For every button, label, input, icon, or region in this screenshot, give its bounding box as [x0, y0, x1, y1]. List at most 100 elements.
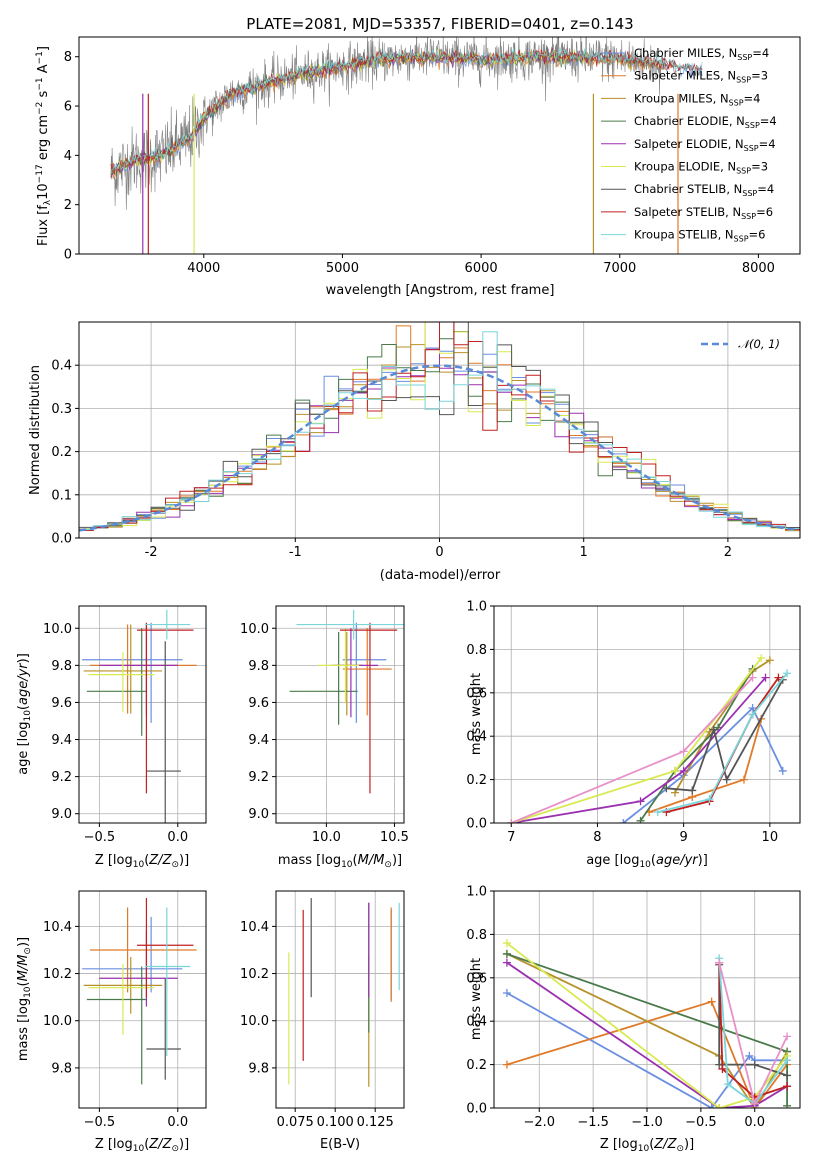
massweight-vs-age-series-line: [510, 676, 754, 823]
massweight-vs-age-axes: 7 8 9 10 0.0 0.2 0.4 0.6 0.8 1.0: [466, 600, 778, 846]
normal-distribution-curve: [79, 364, 798, 532]
massweight-vs-age-ytick-label: 0.6: [466, 686, 487, 701]
massweight-vs-Z-axes: −2.0 −1.5 −1.0 −0.5 0.0 0.0 0.2 0.4 0.6 0.8 1.0: [466, 885, 765, 1131]
legend-entry-label: Chabrier MILES, NSSP=4: [634, 46, 769, 62]
svg-text:age [log10(age/yr)]: age [log10(age/yr)]: [16, 653, 33, 775]
model-spectrum-line: [110, 47, 703, 172]
massweight-vs-age-point-marker: [662, 784, 671, 793]
massweight-vs-Z-xtick-label: −1.0: [631, 1115, 663, 1130]
massweight-vs-Z-xtick-label: 0.0: [744, 1115, 765, 1130]
legend-entry-label: Kroupa ELODIE, NSSP=3: [634, 160, 768, 176]
massweight-vs-Z-point-marker: [502, 1060, 511, 1069]
massweight-vs-age-point-marker: [722, 775, 731, 784]
mass-vs-Z-xtick-label: −0.5: [84, 1115, 116, 1130]
age-vs-Z-ytick-label: 9.0: [51, 807, 72, 822]
massweight-vs-Z-xtick-label: −2.0: [523, 1115, 555, 1130]
age-vs-Z-panel: −0.5 0.0 9.0 9.2 9.4 9.6 9.8 10.0 Z [log10(Z/Z⊙…: [16, 605, 207, 870]
age-vs-mass-ytick-label: 9.2: [248, 770, 269, 785]
massweight-vs-age-ytick-label: 0.0: [466, 817, 487, 832]
svg-text:Flux [fλ10−17 erg cm−2 s−1 A−1: Flux [fλ10−17 erg cm−2 s−1 A−1]: [35, 46, 53, 246]
massweight-vs-Z-series-line: [506, 942, 788, 1108]
figure-title: PLATE=2081, MJD=53357, FIBERID=0401, z=0…: [246, 15, 633, 33]
massweight-vs-Z-point-marker: [750, 1060, 759, 1069]
massweight-vs-age-point-marker: [783, 669, 792, 678]
massweight-vs-Z-point-marker: [502, 958, 511, 967]
massweight-vs-age-plot-area: [494, 606, 800, 823]
residuals-xtick-label: 0: [435, 545, 443, 560]
residual-histogram-series: [79, 331, 800, 531]
massweight-vs-age-frame: [493, 605, 801, 824]
mass-vs-ebv-xtick-label: 0.125: [357, 1115, 394, 1130]
legend-entry-label: Salpeter ELODIE, NSSP=4: [634, 137, 776, 153]
massweight-vs-age-point-marker: [688, 786, 697, 795]
age-vs-mass-ytick-label: 10.0: [240, 622, 269, 637]
residuals-xtick-label: -1: [289, 545, 302, 560]
massweight-vs-Z-ytick-label: 0.0: [466, 1102, 487, 1117]
massweight-vs-Z-point-marker: [783, 1032, 792, 1041]
mass-vs-ebv-xlabel: E(B-V): [320, 1137, 360, 1152]
massweight-vs-Z-point-marker: [723, 1080, 732, 1089]
residuals-xtick-label: 1: [580, 545, 588, 560]
legend-entry-label: Kroupa STELIB, NSSP=6: [634, 228, 765, 244]
mass-vs-Z-axes: −0.5 0.0 9.8 10.0 10.2 10.4: [43, 920, 188, 1130]
mass-vs-ebv-frame: [275, 890, 405, 1109]
spectrum-xtick-label: 8000: [742, 261, 775, 276]
residuals-panel: -2 -1 0 1 2 0.0 0.1 0.2 0.3 0.4 (data-model)/erro…: [28, 321, 801, 583]
mass-vs-Z-plot-area: [79, 891, 206, 1108]
massweight-vs-Z-plot-area: [494, 891, 800, 1108]
massweight-vs-age-point-marker: [653, 808, 662, 817]
mass-vs-ebv-ytick-label: 10.4: [240, 920, 269, 935]
age-vs-Z-ytick-label: 9.2: [51, 770, 72, 785]
massweight-vs-age-series-line: [666, 677, 780, 813]
massweight-vs-age-point-marker: [774, 673, 783, 682]
mass-vs-ebv-xtick-label: 0.075: [277, 1115, 314, 1130]
massweight-vs-age-series-line: [511, 677, 767, 823]
mass-vs-Z-frame: [78, 890, 207, 1109]
legend-entry-label: Chabrier STELIB, NSSP=4: [634, 182, 774, 198]
age-vs-mass-axes: 10.0 10.5 9.0 9.2 9.4 9.6 9.8 10.0: [240, 622, 409, 845]
massweight-vs-age-series-line: [622, 706, 784, 823]
svg-text:mass [log10(M/M⊙)]: mass [log10(M/M⊙)]: [278, 853, 402, 870]
massweight-vs-age-point-marker: [619, 819, 628, 823]
age-vs-Z-xtick-label: 0.0: [167, 830, 188, 845]
massweight-vs-Z-series-line: [506, 961, 788, 1108]
massweight-vs-Z-point-marker: [707, 997, 716, 1006]
massweight-vs-age-ytick-label: 0.4: [466, 730, 487, 745]
massweight-vs-Z-series-line: [718, 958, 788, 1105]
massweight-vs-Z-point-marker: [707, 1104, 716, 1108]
legend-entry-label: Kroupa MILES, NSSP=4: [634, 91, 760, 107]
mass-vs-Z-panel: −0.5 0.0 9.8 10.0 10.2 10.4 Z [log10(Z/Z⊙)] m…: [16, 890, 207, 1154]
massweight-vs-Z-point-marker: [502, 939, 511, 948]
mass-vs-ebv-axes: 0.075 0.100 0.125 9.8 10.0 10.2 10.4: [240, 920, 394, 1130]
mass-vs-ebv-plot-area: [276, 891, 404, 1108]
massweight-vs-age-xtick-label: 9: [679, 830, 687, 845]
massweight-vs-age-point-marker: [671, 766, 680, 775]
massweight-vs-age-panel: 7 8 9 10 0.0 0.2 0.4 0.6 0.8 1.0 age [log10(age/y…: [466, 600, 801, 870]
mass-vs-Z-ytick-label: 9.8: [51, 1061, 72, 1076]
svg-text:Z [log10(Z/Z⊙)]: Z [log10(Z/Z⊙)]: [95, 1137, 189, 1154]
massweight-vs-age-point-marker: [765, 656, 774, 665]
massweight-vs-age-point-marker: [748, 673, 757, 682]
age-vs-mass-ytick-label: 9.6: [248, 696, 269, 711]
massweight-vs-Z-point-marker: [502, 988, 511, 997]
massweight-vs-age-point-marker: [679, 766, 688, 775]
mass-vs-Z-ytick-label: 10.0: [43, 1014, 72, 1029]
massweight-vs-Z-ytick-label: 0.6: [466, 971, 487, 986]
age-vs-Z-axes: −0.5 0.0 9.0 9.2 9.4 9.6 9.8 10.0: [43, 622, 188, 845]
massweight-vs-age-series-line: [639, 668, 754, 822]
spectrum-xlabel: wavelength [Angstrom, rest frame]: [326, 283, 555, 298]
massweight-vs-age-ytick-label: 0.2: [466, 773, 487, 788]
massweight-vs-Z-ytick-label: 0.4: [466, 1015, 487, 1030]
massweight-vs-age-point-marker: [778, 766, 787, 775]
massweight-vs-Z-ytick-label: 1.0: [466, 885, 487, 900]
massweight-vs-age-point-marker: [636, 797, 645, 806]
mass-vs-ebv-panel: 0.075 0.100 0.125 9.8 10.0 10.2 10.4 E(B-V): [240, 890, 405, 1152]
normal-curve-legend-label: 𝒩(0, 1): [738, 337, 780, 351]
massweight-vs-Z-point-marker: [783, 1101, 792, 1108]
mass-vs-Z-ytick-label: 10.4: [43, 920, 72, 935]
spectrum-ytick-label: 0: [64, 248, 72, 263]
svg-text:age [log10(age/yr)]: age [log10(age/yr)]: [586, 853, 708, 870]
residuals-xtick-label: 2: [724, 545, 732, 560]
residuals-ytick-label: 0.2: [51, 445, 72, 460]
